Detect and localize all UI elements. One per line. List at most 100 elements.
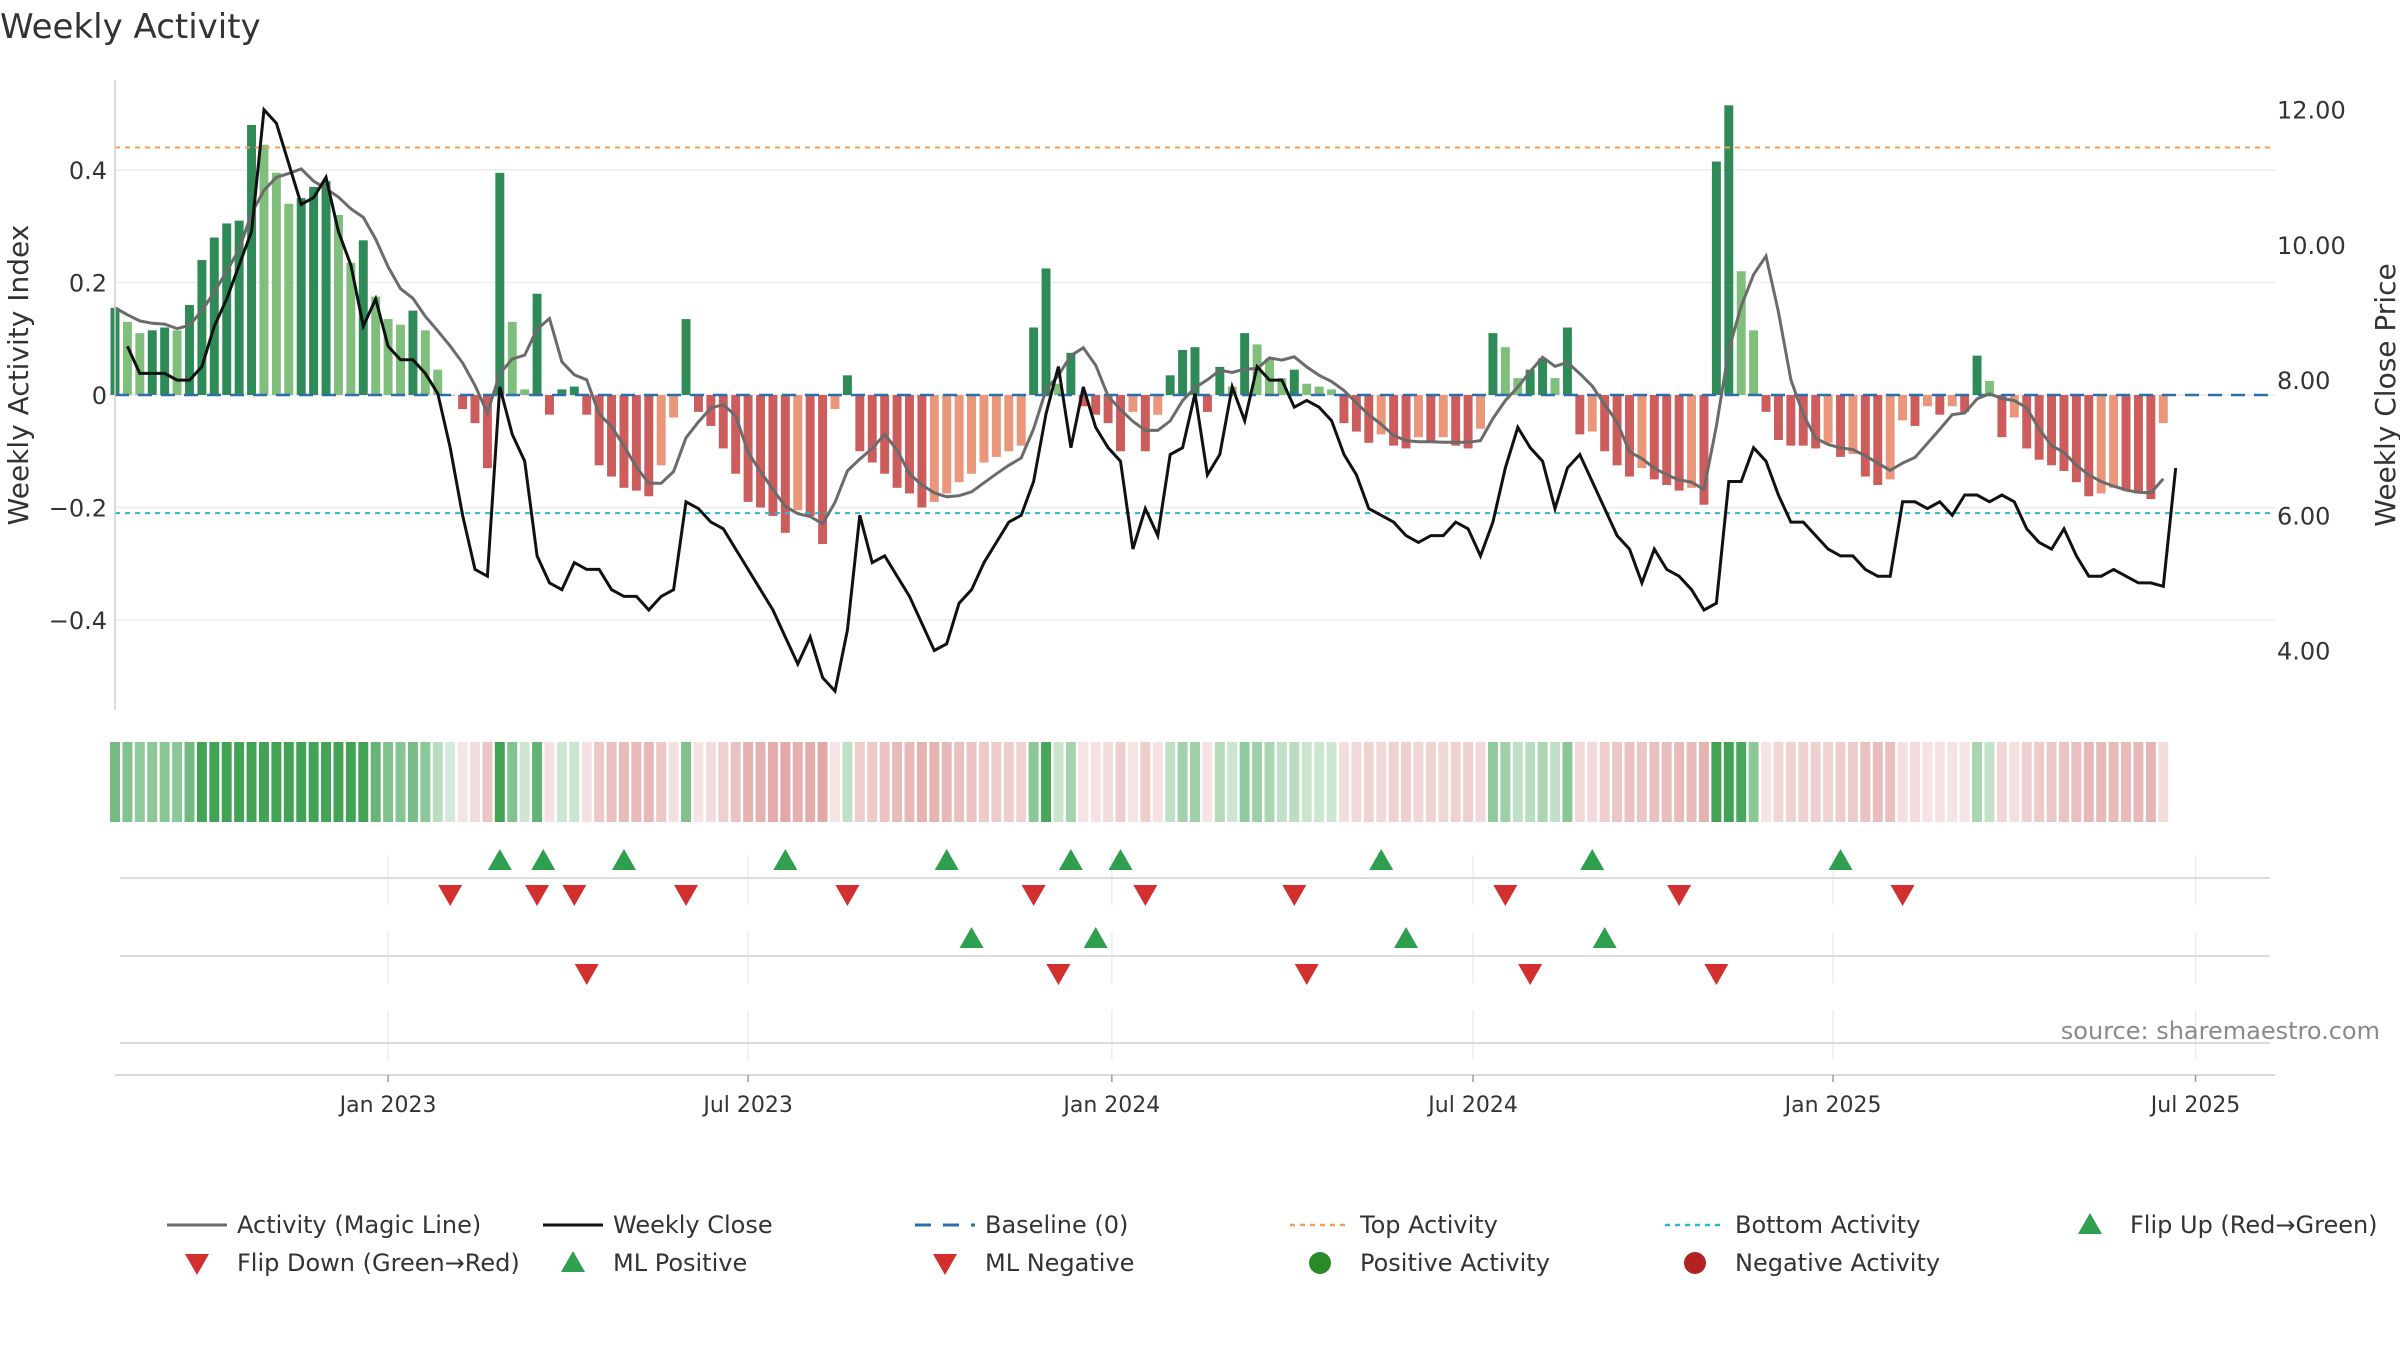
activity-strip-cell <box>1661 742 1672 822</box>
activity-bar <box>867 395 877 463</box>
flip-up-marker <box>487 849 512 870</box>
activity-strip-cell <box>457 742 468 822</box>
activity-strip-cell <box>507 742 518 822</box>
flip-up-marker <box>934 849 959 870</box>
activity-strip-cell <box>805 742 816 822</box>
legend-label: Flip Up (Red→Green) <box>2130 1211 2378 1239</box>
activity-strip-cell <box>259 742 269 822</box>
activity-bar <box>271 172 281 395</box>
activity-bar <box>1265 358 1274 395</box>
activity-strip-cell <box>569 742 580 822</box>
activity-bar <box>2084 395 2094 497</box>
legend-label: Bottom Activity <box>1735 1211 1920 1239</box>
activity-bar <box>1116 395 1125 452</box>
activity-bar <box>1662 395 1672 485</box>
legend-item: Top Activity <box>1290 1211 1498 1239</box>
flip-down-marker <box>438 885 463 906</box>
activity-strip-cell <box>1711 742 1722 822</box>
activity-bar <box>222 223 232 395</box>
activity-strip-cell <box>1885 742 1896 822</box>
activity-strip-cell <box>196 742 207 822</box>
legend-label: ML Positive <box>613 1249 747 1277</box>
magic-line <box>114 167 2165 526</box>
activity-bar <box>2146 395 2156 500</box>
activity-bar <box>2022 395 2032 449</box>
flip-up-marker <box>1058 849 1083 870</box>
activity-strip-cell <box>979 742 989 822</box>
activity-strip-cell <box>2108 742 2119 822</box>
activity-bar <box>1401 395 1411 449</box>
y2-tick-label: 8.00 <box>2277 367 2330 395</box>
flip-up-marker <box>1108 849 1133 870</box>
flip-down-marker <box>835 885 860 906</box>
flip-down-marker <box>1021 885 1046 906</box>
activity-bar <box>346 262 356 395</box>
source-note: source: sharemaestro.com <box>2061 1017 2380 1045</box>
activity-strip-cell <box>966 742 977 822</box>
activity-bar <box>408 310 418 395</box>
activity-strip-cell <box>2009 742 2020 822</box>
legend-swatch <box>933 1254 957 1275</box>
activity-strip-cell <box>221 742 232 822</box>
activity-strip-cell <box>1996 742 2007 822</box>
activity-bar <box>557 389 567 395</box>
activity-bar <box>780 395 790 533</box>
activity-bar <box>383 319 393 395</box>
activity-strip-cell <box>1823 742 1834 822</box>
activity-bar <box>247 125 257 395</box>
activity-bar <box>706 395 716 426</box>
activity-bar <box>1798 395 1808 446</box>
activity-strip-cell <box>1264 742 1275 822</box>
activity-strip-cell <box>1649 742 1660 822</box>
legend-item: Baseline (0) <box>915 1211 1128 1239</box>
activity-strip-cell <box>1674 742 1685 822</box>
activity-strip-cell <box>619 742 629 822</box>
activity-bars <box>110 105 2168 545</box>
y2-axis-label: Weekly Close Price <box>2369 263 2400 526</box>
activity-bar <box>160 327 170 395</box>
activity-bar <box>1029 327 1039 395</box>
activity-strip-cell <box>308 742 319 822</box>
activity-strip-cell <box>494 742 505 822</box>
activity-strip-cell <box>631 742 642 822</box>
x-tick-label: Jul 2023 <box>701 1093 793 1118</box>
activity-strip-cell <box>1078 742 1089 822</box>
activity-strip-cell <box>1127 742 1138 822</box>
flip-up-marker <box>773 849 798 870</box>
activity-strip-cell <box>1562 742 1573 822</box>
activity-bar <box>2059 395 2069 471</box>
activity-strip-cell <box>1376 742 1387 822</box>
legend-swatch <box>1684 1252 1706 1274</box>
flip-down-marker <box>562 885 587 906</box>
activity-bar <box>371 296 381 395</box>
x-tick-label: Jul 2024 <box>1426 1093 1518 1118</box>
activity-strip-cell <box>1289 742 1300 822</box>
legend-label: Flip Down (Green→Red) <box>237 1249 520 1277</box>
legend-label: Activity (Magic Line) <box>237 1211 481 1239</box>
activity-strip-cell <box>234 742 245 822</box>
activity-strip-cell <box>1785 742 1796 822</box>
reference-lines <box>115 146 2275 515</box>
activity-strip-cell <box>482 742 493 822</box>
activity-bar <box>805 395 815 516</box>
activity-bar <box>185 305 194 395</box>
activity-bar <box>1364 395 1374 443</box>
ml-negative-marker <box>1294 964 1319 985</box>
axes: 0.4 0.2 0 −0.2 −0.4 12.00 10.00 8.00 6.00 4.00 Jan… <box>49 80 2346 1118</box>
legend-label: ML Negative <box>985 1249 1134 1277</box>
activity-bar <box>135 333 145 395</box>
legend-label: Top Activity <box>1359 1211 1498 1239</box>
flip-down-marker <box>525 885 550 906</box>
flip-up-marker <box>611 849 636 870</box>
activity-bar <box>793 395 803 511</box>
activity-strip-cell <box>1177 742 1188 822</box>
activity-strip-cell <box>2071 742 2082 822</box>
activity-bar <box>1128 395 1138 412</box>
activity-strip-cell <box>693 742 704 822</box>
activity-bar <box>1339 395 1349 424</box>
activity-bar <box>284 203 294 395</box>
activity-strip-cell <box>1959 742 1970 822</box>
flip-up-marker <box>1580 849 1605 870</box>
activity-strip-cell <box>879 742 890 822</box>
